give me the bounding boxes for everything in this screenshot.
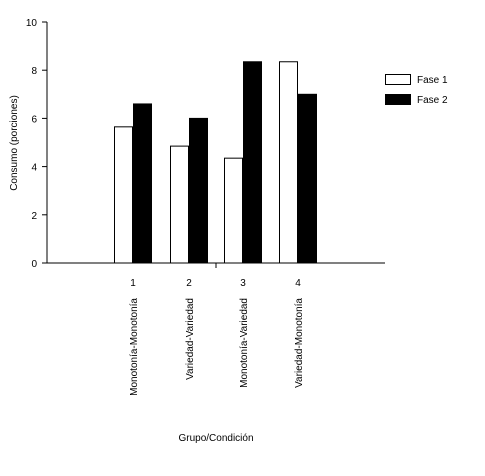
- x-group-label: Variedad-Variedad: [185, 298, 196, 380]
- x-group-label: Monotonía-Monotonía: [129, 298, 140, 396]
- y-tick-label: 0: [31, 259, 37, 270]
- y-tick-label: 4: [31, 163, 37, 174]
- bar-fase-1-group-4: [279, 61, 298, 264]
- bar-fase-2-group-2: [189, 117, 208, 264]
- bar-fase-2-group-3: [243, 61, 262, 264]
- x-category-label: 1: [130, 278, 136, 289]
- bar-fase-2-group-4: [298, 93, 317, 264]
- legend-swatch-2: [385, 94, 411, 105]
- legend: Fase 1 Fase 2: [385, 74, 448, 106]
- bar-fase-1-group-3: [224, 157, 243, 264]
- x-category-label: 3: [240, 278, 246, 289]
- y-tick-label: 2: [31, 211, 37, 222]
- legend-label: Fase 2: [417, 95, 448, 106]
- bar-fase-2-group-1: [133, 103, 152, 264]
- y-tick-label: 8: [31, 66, 37, 77]
- x-category-label: 2: [186, 278, 192, 289]
- legend-swatch-1: [385, 74, 411, 85]
- x-axis-title: Grupo/Condición: [178, 433, 253, 444]
- x-group-label: Variedad-Monotonía: [294, 298, 305, 388]
- y-tick-label: 6: [31, 114, 37, 125]
- legend-label: Fase 1: [417, 75, 448, 86]
- bar-fase-1-group-1: [114, 126, 133, 264]
- x-category-label: 4: [295, 278, 301, 289]
- bar-fase-1-group-2: [170, 145, 189, 264]
- y-axis-title: Consumo (porciones): [9, 95, 20, 191]
- y-tick-label: 10: [26, 18, 38, 29]
- x-group-label: Monotonía-Variedad: [239, 298, 250, 388]
